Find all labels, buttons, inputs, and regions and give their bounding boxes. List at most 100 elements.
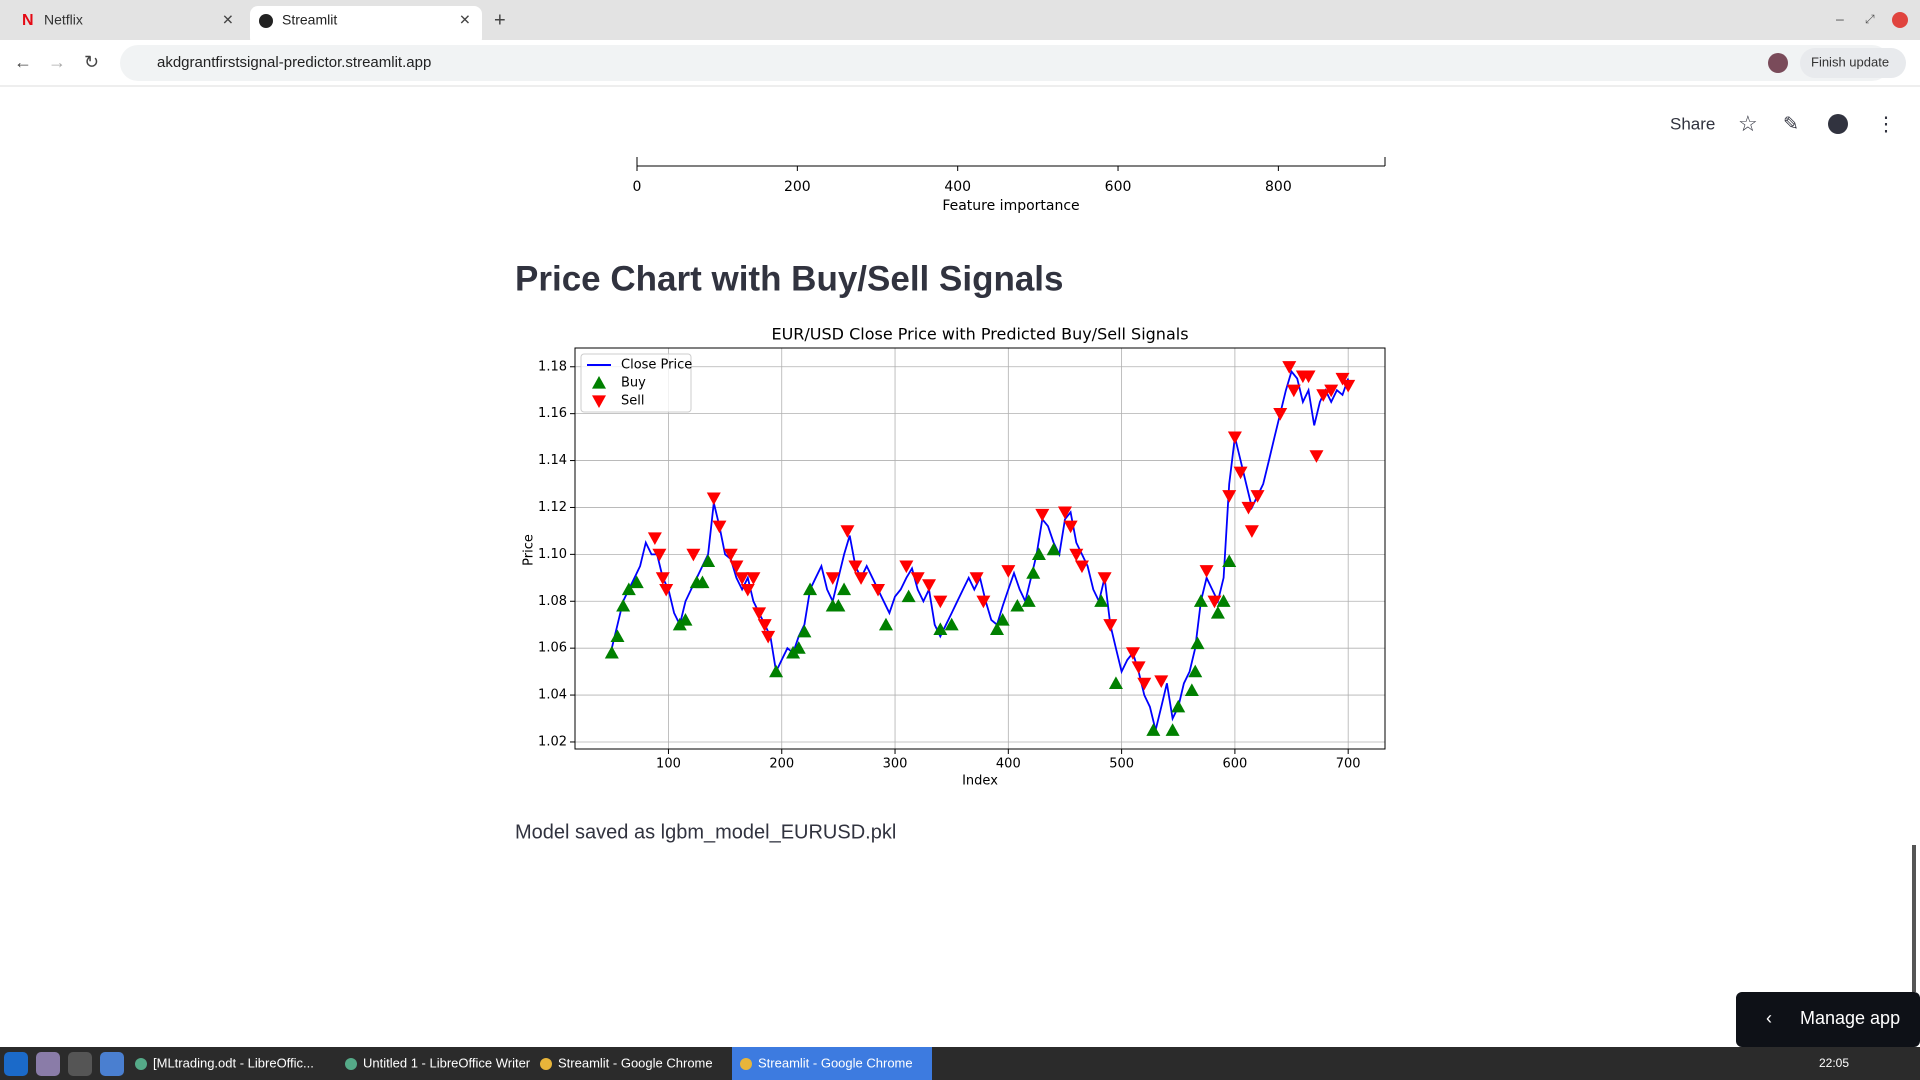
- buy-marker: [1026, 566, 1041, 579]
- sell-marker: [840, 525, 855, 538]
- taskbar: [0, 1047, 1920, 1080]
- x-axis-label: Index: [962, 774, 998, 789]
- task-label[interactable]: [MLtrading.odt - LibreOffic...: [153, 1055, 314, 1070]
- sell-marker: [740, 583, 755, 597]
- clock: 22:05: [1819, 1056, 1849, 1070]
- share-button[interactable]: Share: [1670, 114, 1715, 133]
- sell-marker: [655, 572, 670, 585]
- buy-marker: [1188, 664, 1203, 678]
- sell-marker: [706, 492, 721, 506]
- y-axis-label: Price: [522, 534, 537, 566]
- buy-marker: [933, 622, 948, 636]
- buy-marker: [616, 598, 631, 612]
- buy-marker: [1222, 554, 1237, 567]
- sell-marker: [910, 572, 925, 585]
- restore[interactable]: ⤢: [1864, 12, 1875, 26]
- sell-marker: [1309, 450, 1324, 463]
- x-tick-label: 400: [996, 757, 1021, 772]
- task-label[interactable]: Streamlit - Google Chrome: [558, 1055, 713, 1070]
- sell-marker: [1057, 506, 1072, 520]
- sell-marker: [1199, 565, 1214, 578]
- taskbar-items: [MLtrading.odt - LibreOffic... Untitled 1…: [4, 1047, 932, 1080]
- y-tick-label: 1.06: [538, 641, 567, 656]
- sell-marker: [1097, 572, 1112, 585]
- forward-button[interactable]: →: [48, 52, 66, 72]
- sell-marker: [1125, 647, 1140, 660]
- tab-close[interactable]: ✕: [222, 12, 234, 28]
- sell-marker: [871, 583, 886, 597]
- y-tick-label: 1.18: [538, 359, 567, 374]
- legend-swatch: [592, 376, 606, 389]
- feature-axis-label: Feature importance: [942, 198, 1079, 214]
- y-tick-label: 1.02: [538, 734, 567, 749]
- buy-marker: [791, 641, 806, 654]
- legend-label: Sell: [621, 394, 644, 409]
- sell-marker: [746, 572, 761, 585]
- buy-marker: [1165, 723, 1180, 736]
- github-button[interactable]: [1828, 114, 1848, 134]
- task-label[interactable]: Untitled 1 - LibreOffice Writer: [363, 1055, 531, 1070]
- buy-marker: [1010, 598, 1025, 612]
- buy-marker: [769, 664, 784, 678]
- sell-marker: [1244, 525, 1259, 538]
- back-button[interactable]: ←: [14, 52, 32, 72]
- scrollbar[interactable]: [1912, 845, 1916, 992]
- legend-box: [580, 353, 692, 413]
- update-button[interactable]: [1800, 48, 1906, 78]
- sell-marker: [969, 572, 984, 585]
- launcher-icon[interactable]: [68, 1052, 92, 1076]
- sell-marker: [647, 532, 662, 545]
- chevron: ‹: [1766, 1008, 1772, 1028]
- sell-marker: [922, 579, 937, 592]
- manage-app-button[interactable]: [1736, 992, 1920, 1047]
- launcher-icon[interactable]: [36, 1052, 60, 1076]
- edit-button[interactable]: ✎: [1783, 114, 1799, 135]
- sell-marker: [1063, 520, 1078, 534]
- minimize[interactable]: –: [1836, 11, 1844, 27]
- buy-marker: [1193, 594, 1208, 607]
- tab-close[interactable]: ✕: [459, 12, 471, 28]
- active-tab[interactable]: [250, 6, 482, 46]
- task-icon: [135, 1058, 147, 1070]
- sell-marker: [854, 572, 869, 585]
- launcher-icon[interactable]: [100, 1052, 124, 1076]
- sell-marker: [712, 520, 727, 534]
- buy-marker: [1216, 594, 1231, 607]
- address-bar[interactable]: [120, 45, 1890, 81]
- new-tab[interactable]: +: [494, 9, 506, 31]
- buy-marker: [1108, 676, 1123, 689]
- task-icon: [540, 1058, 552, 1070]
- sell-marker: [686, 548, 701, 562]
- buy-marker: [1094, 594, 1109, 607]
- y-tick-label: 1.04: [538, 688, 567, 703]
- sell-marker: [1103, 619, 1118, 632]
- chart-title: EUR/USD Close Price with Predicted Buy/S…: [771, 325, 1188, 344]
- sell-marker: [848, 560, 863, 574]
- active-task: [732, 1047, 932, 1080]
- tab[interactable]: [6, 6, 242, 40]
- legend-label: Close Price: [621, 358, 692, 373]
- sell-marker: [1069, 548, 1084, 562]
- buy-marker: [989, 622, 1004, 636]
- buy-marker: [1031, 547, 1046, 560]
- sell-marker: [659, 583, 674, 597]
- sell-marker: [1250, 490, 1265, 503]
- sell-marker: [752, 607, 767, 620]
- y-tick-label: 1.10: [538, 547, 567, 562]
- task-label[interactable]: Streamlit - Google Chrome: [758, 1055, 913, 1070]
- buy-marker: [610, 629, 625, 643]
- buy-marker: [995, 613, 1010, 626]
- plot-frame: [574, 347, 1386, 750]
- reload-button[interactable]: ↻: [84, 52, 99, 72]
- buy-marker: [701, 554, 716, 567]
- menu-button[interactable]: ⋮: [1876, 113, 1896, 135]
- star-button[interactable]: ☆: [1738, 111, 1758, 136]
- sell-marker: [1154, 675, 1169, 688]
- y-tick-label: 1.08: [538, 594, 567, 609]
- buy-marker: [901, 589, 916, 603]
- profile-avatar[interactable]: [1768, 53, 1788, 73]
- launcher-icon[interactable]: [4, 1052, 28, 1076]
- y-tick-label: 1.12: [538, 500, 567, 515]
- close-window[interactable]: [1892, 12, 1908, 28]
- buy-marker: [629, 575, 644, 589]
